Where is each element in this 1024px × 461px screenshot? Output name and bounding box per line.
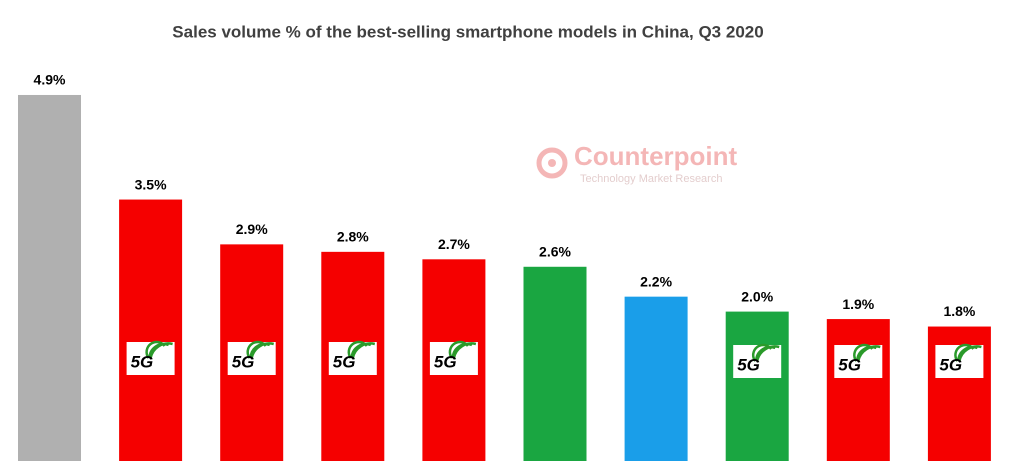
badge: 5G bbox=[126, 340, 175, 375]
value-label: 2.8% bbox=[337, 229, 369, 245]
badge-bg bbox=[429, 342, 478, 375]
bar bbox=[725, 311, 789, 461]
badge-wave bbox=[149, 342, 173, 359]
watermark-logo bbox=[536, 147, 568, 179]
badge-wave bbox=[452, 342, 477, 359]
watermark-tagline: Technology Market Research bbox=[580, 173, 722, 185]
chart-title: Sales volume % of the best-selling smart… bbox=[172, 22, 763, 41]
value-label: 2.9% bbox=[236, 221, 268, 237]
badge-wave bbox=[755, 345, 780, 362]
bar bbox=[624, 296, 688, 461]
badge: 5G bbox=[834, 343, 883, 378]
badge-label: 5G bbox=[131, 352, 154, 371]
badge-bg bbox=[834, 345, 883, 378]
badge: 5G bbox=[935, 343, 984, 378]
value-label: 1.8% bbox=[943, 303, 975, 319]
badge-label: 5G bbox=[838, 355, 861, 374]
badge-wave bbox=[958, 345, 982, 362]
watermark: Counterpoint Technology Market Research bbox=[536, 141, 738, 185]
badge: 5G bbox=[328, 340, 377, 375]
value-label: 3.5% bbox=[135, 176, 167, 192]
badge-bg bbox=[328, 342, 377, 375]
badge-label: 5G bbox=[232, 352, 255, 371]
badge: 5G bbox=[429, 340, 478, 375]
watermark-logo-dot bbox=[548, 159, 556, 167]
badge-bg bbox=[227, 342, 276, 375]
bar bbox=[119, 199, 183, 461]
badge: 5G bbox=[227, 340, 276, 375]
badge-bg bbox=[733, 345, 782, 378]
value-label: 1.9% bbox=[842, 296, 874, 312]
value-label: 2.2% bbox=[640, 273, 672, 289]
watermark-name: Counterpoint bbox=[574, 141, 738, 171]
bar bbox=[18, 94, 81, 461]
badge-label: 5G bbox=[333, 352, 356, 371]
bar bbox=[826, 319, 890, 461]
value-label: 2.0% bbox=[741, 288, 773, 304]
value-label: 2.6% bbox=[539, 243, 571, 259]
bar bbox=[523, 266, 587, 461]
badge-wave bbox=[857, 345, 881, 362]
badge-label: 5G bbox=[737, 355, 760, 374]
badge-bg bbox=[126, 342, 175, 375]
badge-bg bbox=[935, 345, 984, 378]
badge-label: 5G bbox=[939, 355, 962, 374]
badge: 5G bbox=[733, 343, 782, 378]
badge-wave bbox=[351, 342, 376, 359]
value-label: 4.9% bbox=[34, 72, 66, 88]
value-label: 2.7% bbox=[438, 236, 470, 252]
badge-label: 5G bbox=[434, 352, 457, 371]
badge-wave bbox=[250, 342, 275, 359]
